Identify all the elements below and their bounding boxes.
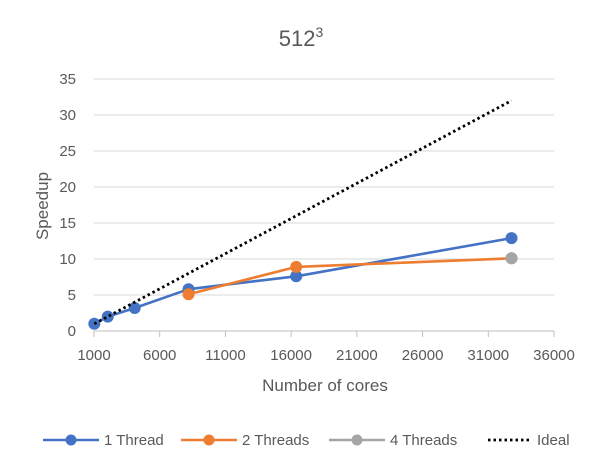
legend-label-ideal: Ideal [537,432,570,449]
data-point-4-threads [505,252,518,265]
y-tick-labels: 0 5 10 15 20 25 30 35 [59,71,76,340]
x-axis-title: Number of cores [262,376,388,395]
data-point-1-thread [101,310,114,323]
series-line-ideal [93,99,513,326]
series-line-1-thread [93,236,512,325]
y-tick-label: 30 [59,107,76,124]
x-tick-label: 6000 [143,347,176,364]
legend-marker-1-thread [65,434,77,446]
x-tick-label: 1000 [77,347,110,364]
y-tick-label: 25 [59,143,76,160]
x-tick-label: 16000 [270,347,312,364]
x-tick-label: 31000 [467,347,509,364]
series-line-2-threads [188,257,512,296]
legend-marker-4-threads [351,434,363,446]
chart-title-superscript: 3 [315,24,323,40]
data-point-1-thread [505,232,518,245]
legend-label-1-thread: 1 Thread [104,432,164,449]
legend: 1 Thread 2 Threads 4 Threads Ideal [43,432,570,449]
x-tick-label: 36000 [533,347,575,364]
x-tick-label: 26000 [402,347,444,364]
chart-title: 5123 [279,24,324,51]
data-point-1-thread [128,301,141,314]
y-tick-label: 0 [68,323,76,340]
legend-marker-2-threads [203,434,215,446]
data-point-2-threads [290,260,303,273]
y-axis-title: Speedup [33,172,52,240]
y-tick-label: 35 [59,71,76,88]
grid-lines [93,78,555,337]
x-tick-label: 11000 [205,347,246,364]
series-layer [88,99,518,330]
y-tick-label: 10 [59,251,76,268]
y-tick-label: 5 [68,287,76,304]
legend-label-2-threads: 2 Threads [242,432,309,449]
legend-label-4-threads: 4 Threads [390,432,457,449]
chart-title-main: 512 [279,26,316,51]
data-point-2-threads [182,288,195,301]
x-tick-label: 21000 [336,347,378,364]
y-tick-label: 20 [59,179,76,196]
x-tick-labels: 1000 6000 11000 16000 21000 26000 31000 36000 [77,347,575,364]
y-tick-label: 15 [59,215,76,232]
